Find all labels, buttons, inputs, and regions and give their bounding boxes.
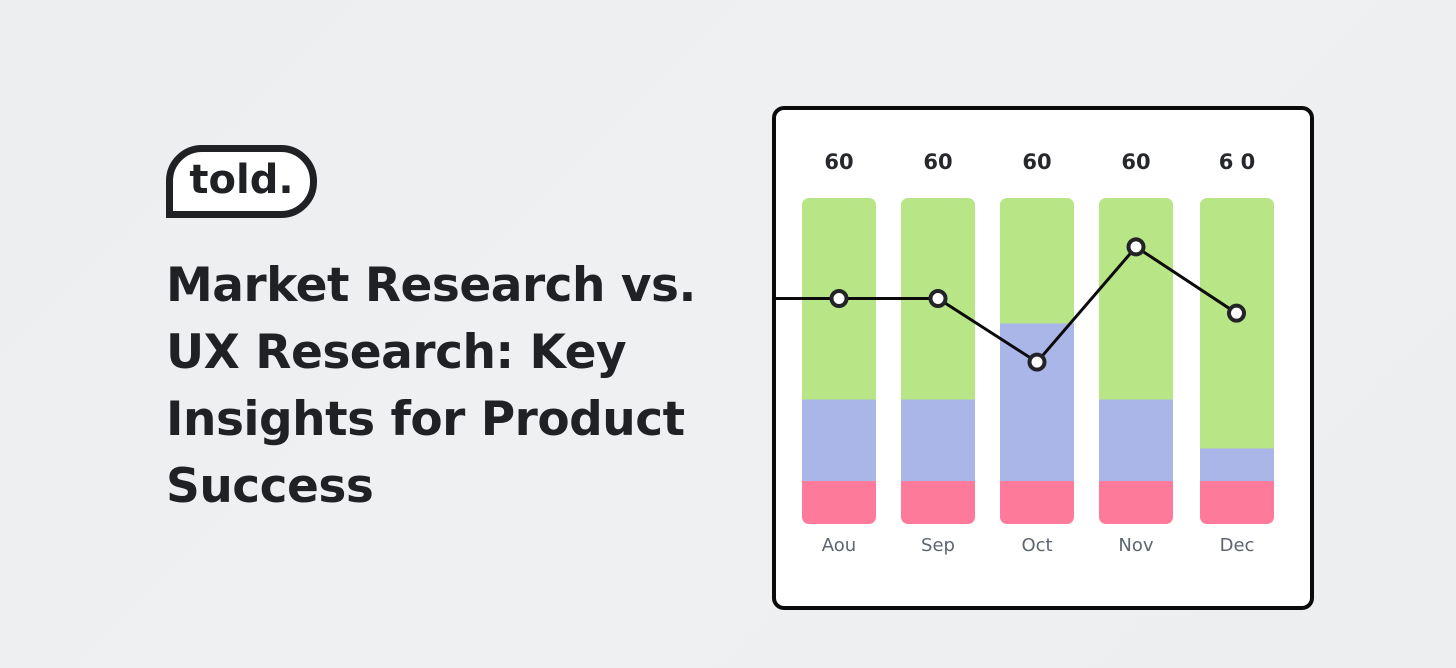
title-line-1: Market Research vs. [166, 258, 696, 313]
title-line-2: UX Research: Key [166, 325, 627, 380]
data-point-marker [1227, 303, 1246, 323]
data-point-marker [928, 289, 948, 309]
bar-segment [1200, 480, 1274, 524]
bar-total-label: 60 [1022, 150, 1052, 174]
trend-line [776, 244, 1238, 365]
bar-nov [1099, 198, 1173, 524]
bar-segment [1200, 198, 1274, 449]
bar-segment [802, 480, 876, 524]
data-point-marker [1027, 352, 1047, 372]
month-label: Dec [1219, 535, 1255, 556]
title-line-4: Success [166, 459, 374, 514]
bar-segment [1099, 480, 1173, 524]
title-line-3: Insights for Product [166, 392, 685, 447]
bar-segment [1099, 198, 1173, 400]
month-label: Nov [1118, 535, 1154, 556]
month-label: Sep [921, 535, 955, 556]
month-label: Aou [821, 535, 857, 556]
bar-segment [1099, 399, 1173, 482]
bar-sep [901, 198, 975, 524]
bar-aou [802, 198, 876, 524]
bar-total-label: 60 [1121, 150, 1151, 174]
told-logo: told. [166, 145, 317, 218]
bar-total-label: 60 [824, 150, 854, 174]
bar-dec [1200, 198, 1274, 524]
bar-segment [901, 399, 975, 482]
chart-card: 60 Aou 60 Sep 60 Oct 60 Nov 6 0 Dec [772, 106, 1314, 610]
bar-segment [1000, 480, 1074, 524]
data-point-marker [1126, 237, 1146, 257]
bar-total-label: 60 [923, 150, 953, 174]
data-point-marker [829, 289, 849, 309]
stacked-bar-chart [776, 198, 1274, 524]
bar-segment [1000, 322, 1074, 482]
bar-segment [1000, 198, 1074, 324]
bar-segment [901, 480, 975, 524]
bar-segment [802, 399, 876, 482]
month-label: Oct [1021, 535, 1053, 556]
bar-segment [1200, 447, 1274, 482]
page-title: Market Research vs. UX Research: Key Ins… [166, 252, 726, 520]
bar-oct [1000, 198, 1074, 524]
logo-text: told. [189, 156, 294, 203]
bar-total-label: 6 0 [1218, 150, 1256, 174]
